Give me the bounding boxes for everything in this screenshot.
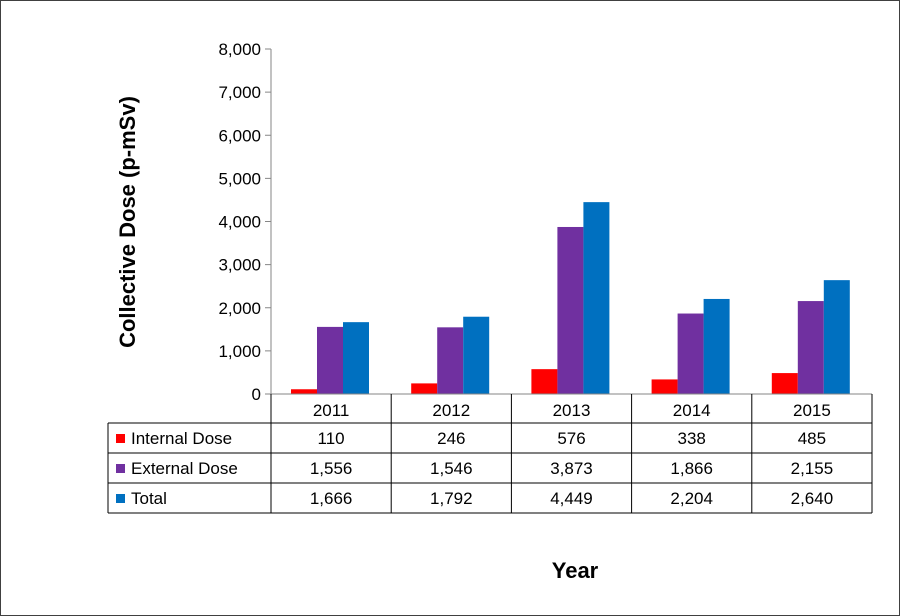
legend-label: Internal Dose	[131, 429, 232, 448]
y-tick-label: 8,000	[218, 40, 261, 59]
legend-key-external-dose	[116, 464, 125, 473]
bar-external-dose	[317, 326, 343, 394]
data-label: 1,792	[430, 489, 473, 508]
bar-external-dose	[557, 226, 584, 394]
data-label: 2,204	[670, 489, 713, 508]
legend-key-total	[116, 494, 125, 503]
legend-label: External Dose	[131, 459, 238, 478]
bar-internal-dose	[291, 389, 317, 394]
data-label: 1,866	[670, 459, 713, 478]
bars	[291, 202, 850, 394]
x-tick-label: 2011	[313, 401, 350, 420]
bar-total	[703, 298, 730, 394]
data-label: 246	[437, 429, 465, 448]
y-tick-label: 2,000	[218, 299, 261, 318]
bar-internal-dose	[531, 369, 558, 394]
bar-external-dose	[797, 301, 824, 394]
axes	[270, 49, 872, 395]
bar-external-dose	[677, 313, 704, 394]
data-label: 3,873	[550, 459, 593, 478]
y-tick-labels: 0 1,000 2,000 3,000 4,000 5,000 6,000 7,000 8,00…	[218, 40, 271, 404]
data-label: 1,556	[310, 459, 353, 478]
bar-external-dose	[437, 327, 464, 394]
y-tick-label: 3,000	[218, 256, 261, 275]
data-label: 2,155	[791, 459, 834, 478]
data-label: 338	[678, 429, 706, 448]
x-tick-label: 2012	[432, 401, 470, 420]
data-label: 110	[318, 429, 345, 448]
bar-total	[343, 322, 369, 394]
bar-internal-dose	[651, 379, 678, 394]
data-label: 4,449	[550, 489, 593, 508]
data-label: 2,640	[791, 489, 834, 508]
x-tick-label: 2013	[553, 401, 591, 420]
x-axis-title: Year	[552, 558, 599, 583]
y-tick-label: 1,000	[218, 342, 261, 361]
x-tick-label: 2015	[793, 401, 831, 420]
data-table: 2011 2012 2013 2014 2015 Internal Dose 110 246 5…	[107, 394, 873, 514]
x-tick-label: 2014	[673, 401, 711, 420]
y-tick-label: 7,000	[218, 83, 261, 102]
data-label: 485	[798, 429, 826, 448]
data-label: 1,546	[430, 459, 473, 478]
bar-internal-dose	[771, 373, 798, 394]
y-tick-label: 0	[252, 385, 261, 404]
y-tick-label: 6,000	[218, 126, 261, 145]
bar-total	[583, 202, 610, 394]
legend-label: Total	[131, 489, 167, 508]
bar-total	[463, 316, 490, 394]
data-label: 576	[557, 429, 585, 448]
y-axis-title: Collective Dose (p-mSv)	[115, 96, 140, 348]
y-tick-label: 4,000	[218, 213, 261, 232]
legend-key-internal-dose	[116, 434, 125, 443]
bar-total	[823, 280, 850, 394]
data-label: 1,666	[310, 489, 353, 508]
bar-internal-dose	[411, 383, 438, 394]
y-tick-label: 5,000	[218, 169, 261, 188]
